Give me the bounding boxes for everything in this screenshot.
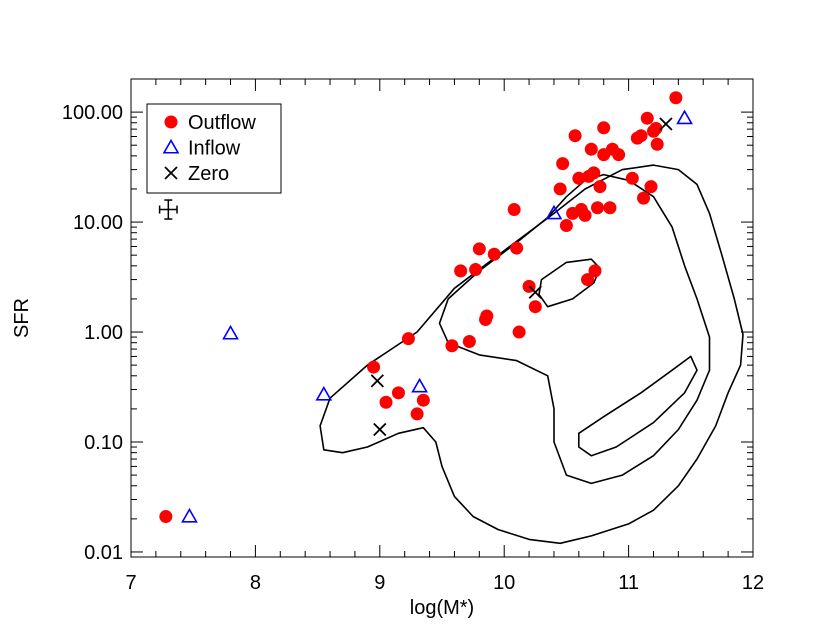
- legend-zero-label: Zero: [188, 163, 229, 185]
- data-points: [159, 91, 693, 524]
- inflow-point: [545, 204, 563, 220]
- outflow-point: [401, 332, 415, 346]
- zero-point: [659, 117, 673, 131]
- legend: Outflow Inflow Zero: [146, 103, 282, 194]
- outflow-point: [640, 111, 654, 125]
- x-tick-label: 12: [742, 572, 764, 594]
- outflow-point: [649, 121, 663, 135]
- inflow-point: [181, 507, 198, 523]
- outflow-point: [472, 242, 486, 256]
- outflow-point: [593, 180, 607, 194]
- outflow-point: [480, 309, 494, 323]
- y-tick-label: 0.10: [84, 432, 123, 454]
- outflow-point: [469, 263, 483, 277]
- outflow-point: [644, 180, 658, 194]
- x-axis-label: log(M*): [410, 597, 474, 619]
- outflow-point: [454, 264, 468, 278]
- outflow-point: [462, 335, 476, 349]
- legend-inflow-marker: [162, 138, 180, 154]
- outflow-point: [584, 142, 598, 156]
- outflow-point: [379, 395, 393, 409]
- y-tick-label: 0.01: [84, 542, 123, 564]
- outflow-point: [650, 137, 664, 151]
- contour-outer: [319, 164, 744, 545]
- outflow-point: [612, 148, 626, 162]
- contour-inner-lower: [578, 355, 698, 457]
- density-contours: [319, 164, 744, 545]
- outflow-point: [510, 241, 524, 255]
- x-tick-label: 7: [125, 572, 136, 594]
- y-axis-label: SFR: [11, 298, 33, 338]
- outflow-point: [568, 129, 582, 143]
- contour-inner-upper: [538, 258, 601, 308]
- outflow-point: [603, 201, 617, 215]
- outflow-point: [634, 129, 648, 143]
- zero-point: [528, 285, 542, 299]
- inflow-point: [222, 324, 239, 340]
- outflow-point: [591, 201, 604, 215]
- contour-middle: [438, 173, 711, 485]
- outflow-point: [556, 157, 570, 171]
- legend-inflow-label: Inflow: [188, 138, 241, 160]
- outflow-point: [588, 264, 602, 278]
- legend-outflow-marker: [164, 115, 178, 129]
- x-tick-label: 10: [493, 572, 515, 594]
- plot-frame: [130, 78, 754, 558]
- inflow-point: [676, 109, 693, 125]
- inflow-point: [315, 385, 333, 401]
- x-tick-label: 11: [618, 572, 639, 594]
- outflow-point: [445, 339, 459, 353]
- outflow-point: [391, 386, 405, 400]
- outflow-point: [528, 300, 542, 314]
- outflow-point: [637, 191, 651, 205]
- zero-point: [373, 422, 387, 437]
- outflow-point: [625, 171, 639, 185]
- outflow-point: [487, 247, 501, 261]
- outflow-point: [553, 182, 567, 196]
- outflow-point: [578, 208, 592, 222]
- error-bar-annotation: [158, 199, 178, 220]
- outflow-point: [572, 171, 586, 185]
- outflow-point: [410, 407, 424, 421]
- outflow-point: [587, 166, 601, 180]
- outflow-point: [367, 360, 381, 374]
- outflow-point: [597, 121, 611, 135]
- outflow-point: [512, 325, 526, 339]
- y-tick-label: 1.00: [84, 322, 123, 344]
- y-tick-label: 100.00: [62, 102, 123, 124]
- outflow-point: [159, 510, 173, 524]
- outflow-point: [416, 393, 430, 407]
- legend-outflow-label: Outflow: [188, 112, 256, 134]
- y-tick-label: 10.00: [73, 212, 123, 234]
- legend-zero-marker: [164, 166, 178, 180]
- axis-ticks: 7 8 9 10 11 12 0.01 0.10 1.00 10.00 100.00: [62, 79, 764, 594]
- x-tick-label: 9: [374, 572, 385, 594]
- outflow-point: [581, 273, 595, 287]
- inflow-point: [411, 377, 428, 393]
- outflow-point: [559, 219, 573, 233]
- zero-point: [370, 374, 384, 388]
- outflow-point: [669, 91, 683, 105]
- x-tick-label: 8: [250, 572, 261, 594]
- outflow-point: [507, 203, 521, 217]
